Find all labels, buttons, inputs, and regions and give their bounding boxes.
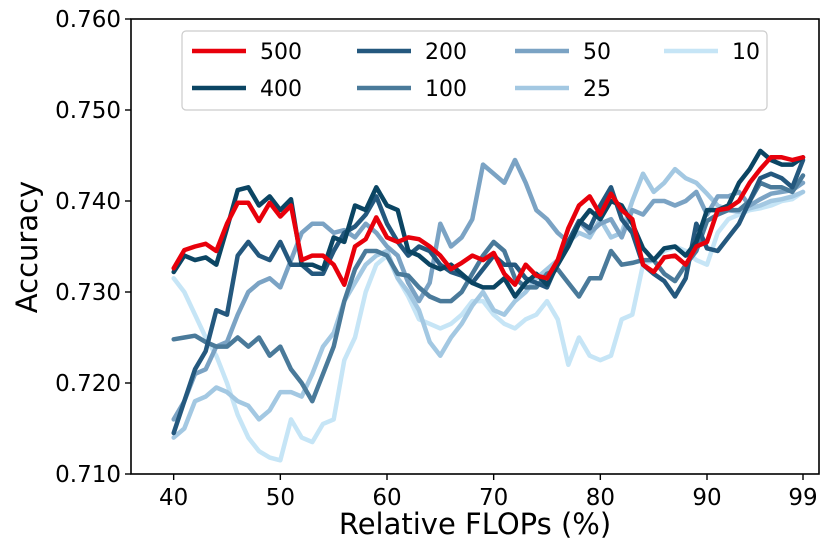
series-line-25 (171, 166, 806, 440)
series-line-400 (171, 148, 806, 299)
series-line-200 (171, 157, 806, 436)
y-tick-label: 0.720 (55, 371, 121, 397)
y-axis-title: Accuracy (10, 181, 44, 313)
y-tick-label: 0.730 (55, 280, 121, 306)
legend: 500 400 200 100 50 25 10 (181, 30, 768, 111)
x-axis-ticks: 40 50 60 70 80 90 99 (159, 474, 818, 511)
x-tick-label: 40 (159, 485, 188, 511)
y-tick-label: 0.750 (55, 98, 121, 124)
legend-label-50: 50 (583, 40, 611, 65)
series-line-10 (171, 189, 806, 463)
legend-label-25: 25 (583, 77, 611, 102)
y-tick-label: 0.740 (55, 189, 121, 215)
plot-frame (130, 18, 820, 475)
legend-label-500: 500 (260, 40, 302, 65)
y-axis-ticks: 0.710 0.720 0.730 0.740 0.750 0.760 (55, 7, 131, 488)
series-line-500 (171, 155, 806, 287)
y-tick-label: 0.710 (55, 462, 121, 488)
legend-label-400: 400 (260, 77, 302, 102)
series-lines (171, 148, 806, 463)
x-tick-label: 60 (372, 485, 401, 511)
x-tick-label: 70 (479, 485, 508, 511)
legend-label-200: 200 (425, 40, 467, 65)
x-tick-label: 90 (692, 485, 721, 511)
x-tick-label: 80 (586, 485, 615, 511)
series-line-50 (171, 157, 806, 422)
x-tick-label: 99 (788, 485, 817, 511)
legend-label-100: 100 (425, 77, 467, 102)
y-tick-label: 0.760 (55, 7, 121, 33)
x-tick-label: 50 (266, 485, 295, 511)
legend-label-10: 10 (732, 40, 760, 65)
legend-frame (181, 30, 768, 111)
x-axis-title: Relative FLOPs (%) (339, 507, 611, 541)
